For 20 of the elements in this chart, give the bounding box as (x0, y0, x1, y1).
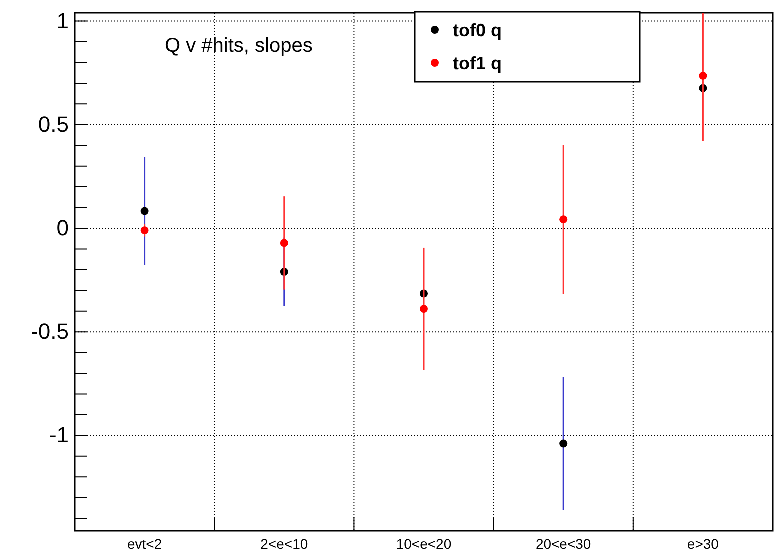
point (560, 216, 568, 224)
point (140, 207, 149, 216)
y-tick-label: -0.5 (31, 319, 69, 344)
point (140, 226, 149, 235)
x-tick-label: 20<e<30 (536, 536, 592, 552)
y-tick-label: -1 (49, 422, 69, 448)
text: Q v #hits, slopes (165, 35, 313, 57)
y-tick-label: 0 (56, 216, 69, 241)
point (420, 305, 428, 314)
x-tick-label: evt<2 (127, 536, 162, 552)
legend-label: tof0 q (453, 20, 502, 40)
point (699, 72, 708, 80)
point (560, 440, 568, 448)
legend-label: tof1 q (453, 53, 502, 74)
x-tick-label: 10<e<20 (396, 536, 452, 552)
point (280, 239, 288, 248)
y-tick-label: 0.5 (38, 112, 69, 137)
x-tick-label: 2<e<10 (260, 536, 308, 552)
y-tick-label: 1 (56, 8, 69, 34)
x-tick-label: e>30 (687, 536, 720, 552)
